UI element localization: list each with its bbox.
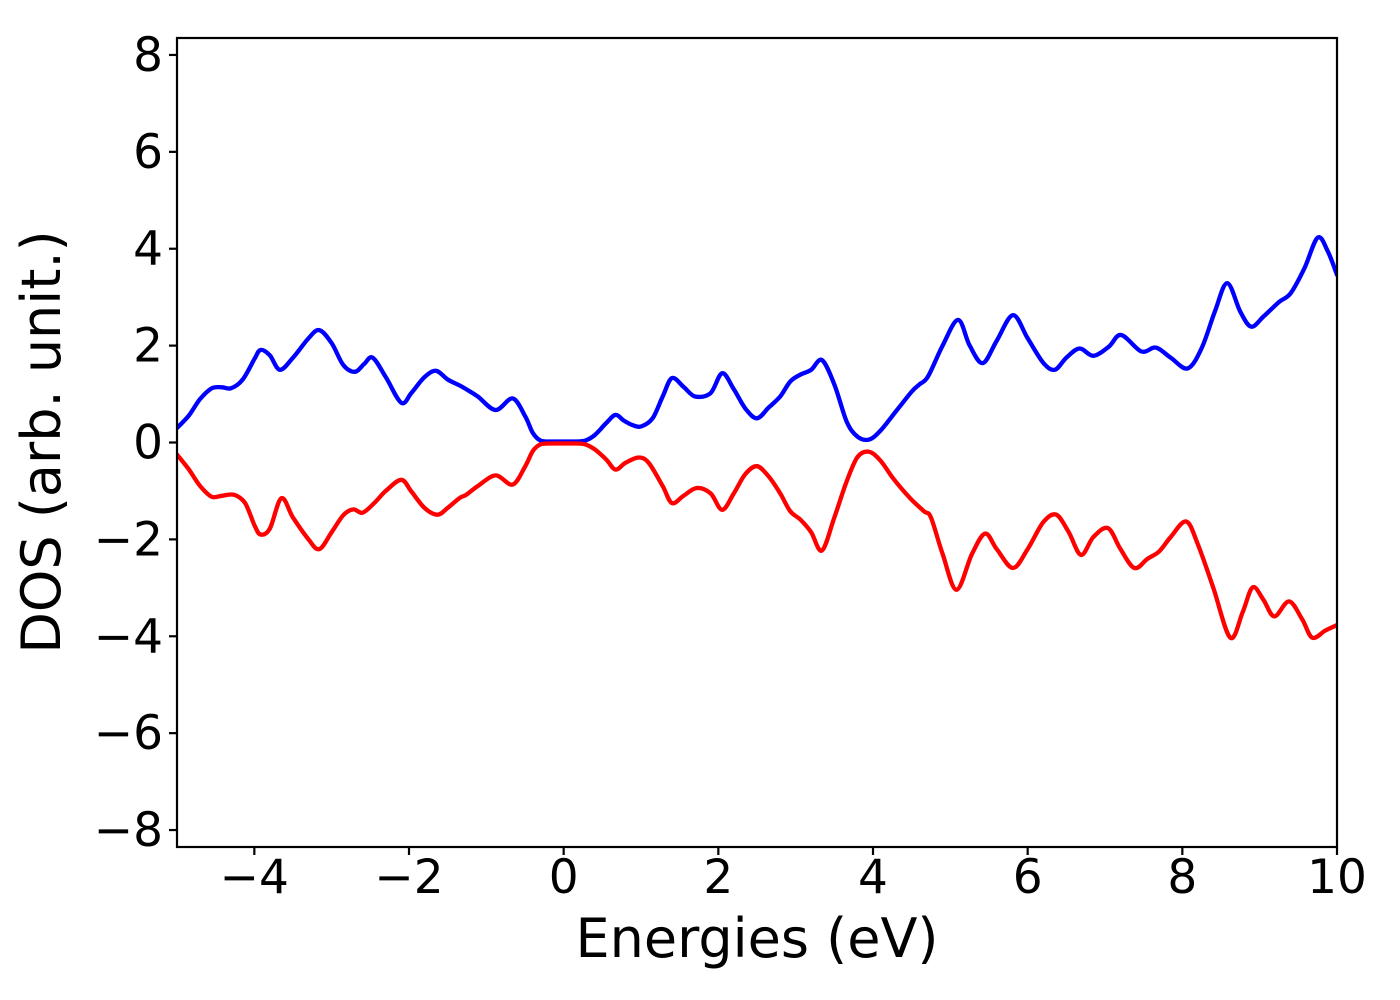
y-axis-label: DOS (arb. unit.) <box>10 230 73 653</box>
y-tick-label: −4 <box>94 609 163 664</box>
plot-area: −4 −2 0 2 4 6 8 10 −8 −6 −4 −2 0 2 4 6 8 <box>94 28 1367 905</box>
y-tick-label: −2 <box>94 512 163 567</box>
y-tick-label: −8 <box>94 803 163 858</box>
x-axis-label: Energies (eV) <box>576 907 939 970</box>
x-tick-label: −2 <box>374 850 443 905</box>
x-tick-label: 6 <box>1013 850 1043 905</box>
blue-curve-spin-up <box>177 234 1337 444</box>
x-tick-label: 0 <box>549 850 579 905</box>
y-tick-label: 6 <box>133 125 163 180</box>
x-tick-label: 2 <box>703 850 733 905</box>
y-tick-label: 2 <box>133 319 163 374</box>
x-tick-label: −4 <box>220 850 289 905</box>
y-tick-label: 0 <box>133 416 163 471</box>
x-tick-label: 8 <box>1167 850 1197 905</box>
y-tick-label: 8 <box>133 28 163 83</box>
x-tick-label: 4 <box>858 850 888 905</box>
y-tick-label: 4 <box>133 222 163 277</box>
x-tick-label: 10 <box>1307 850 1367 905</box>
y-tick-label: −6 <box>94 706 163 761</box>
red-curve-spin-down <box>177 441 1337 641</box>
axes-spines <box>175 36 1339 849</box>
